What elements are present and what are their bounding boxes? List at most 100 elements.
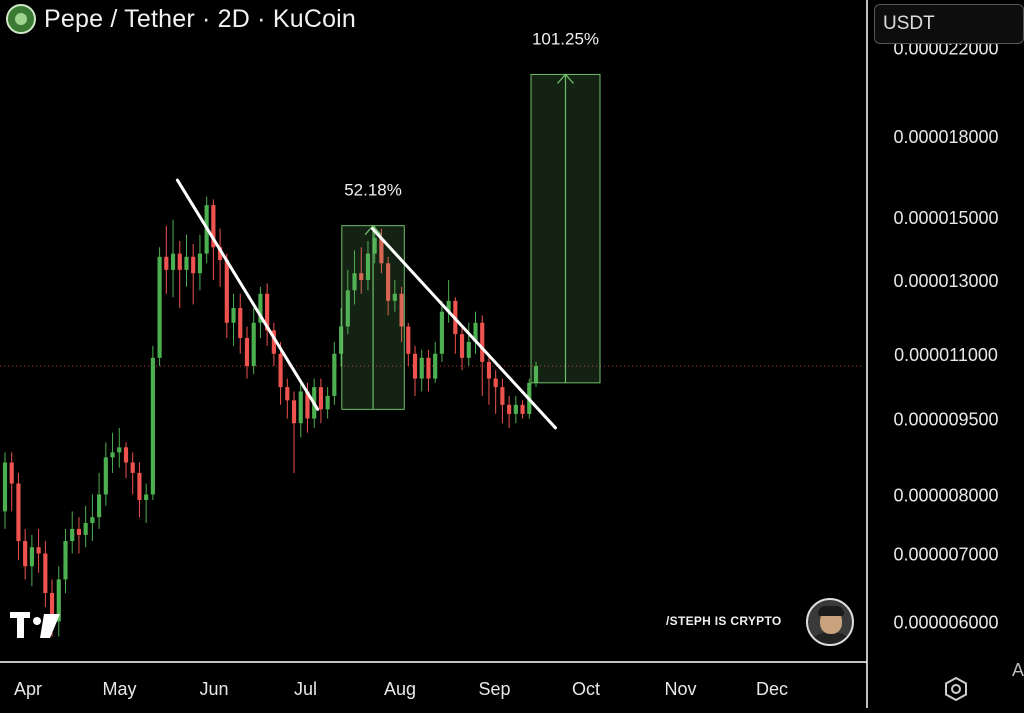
candle-body: [251, 322, 256, 366]
candle-body: [164, 256, 169, 270]
time-axis[interactable]: Apr May Jun Jul Aug Sep Oct Nov Dec: [14, 679, 788, 699]
candle-body: [513, 404, 518, 414]
price-tick-label: 0.000008000: [893, 485, 998, 505]
candle-body: [359, 273, 364, 280]
candle-body: [70, 528, 75, 542]
candle-body: [533, 365, 539, 383]
candle-body: [298, 391, 303, 424]
measure-arrow-head: [557, 73, 574, 84]
trendline[interactable]: [175, 178, 320, 411]
candle-body: [265, 293, 270, 331]
candle-body: [170, 253, 176, 270]
measure-percent-label: 101.25%: [532, 29, 599, 48]
candle-body: [365, 253, 371, 280]
candle-body: [97, 494, 102, 518]
candle-body: [177, 253, 182, 270]
price-tick-label: 0.000015000: [893, 208, 998, 228]
candle-series: [0, 196, 864, 637]
currency-selector[interactable]: USDT: [874, 4, 1024, 44]
price-axis[interactable]: 0.0000220000.0000180000.0000150000.00001…: [893, 39, 998, 633]
trendline[interactable]: [371, 227, 558, 430]
candle-body: [144, 494, 149, 501]
price-tick-label: 0.000006000: [893, 613, 998, 633]
candle-body: [63, 541, 68, 580]
candle-body: [184, 256, 189, 270]
measure-tools[interactable]: 52.18% 101.25%: [341, 29, 601, 410]
candle-body: [238, 308, 243, 338]
candle-body: [399, 293, 404, 327]
candle-body: [473, 322, 478, 342]
time-tick-label: Sep: [479, 679, 511, 699]
time-tick-label: Oct: [572, 679, 600, 699]
symbol-header: Pepe / Tether · 2D · KuCoin: [6, 4, 356, 34]
candle-body: [446, 300, 451, 312]
candle-body: [520, 404, 525, 414]
candle-body: [83, 522, 88, 535]
candle-body: [197, 253, 203, 274]
measure-percent-label: 52.18%: [344, 181, 402, 200]
price-tick-label: 0.000013000: [893, 271, 998, 291]
candle-body: [211, 205, 216, 248]
candle-body: [43, 553, 48, 594]
candle-body: [345, 290, 350, 327]
candle-body: [392, 293, 397, 301]
candle-body: [76, 528, 82, 535]
candle-body: [493, 378, 498, 388]
candle-body: [90, 517, 95, 523]
candle-body: [110, 452, 115, 458]
candle-body: [338, 326, 344, 354]
trendline-group[interactable]: [175, 178, 558, 430]
price-tick-label: 0.000009500: [893, 410, 998, 430]
candle-body: [318, 387, 323, 410]
time-tick-label: Aug: [384, 679, 416, 699]
candle-body: [433, 353, 438, 379]
candle-body: [291, 400, 297, 424]
price-tick-label: 0.000011000: [894, 345, 998, 365]
candle-body: [103, 457, 108, 495]
hexagon-settings-icon[interactable]: [943, 676, 969, 702]
candle-body: [406, 326, 411, 354]
time-tick-label: Nov: [665, 679, 697, 699]
candle-body: [2, 462, 8, 512]
pepe-coin-icon[interactable]: [6, 4, 36, 34]
candle-body: [123, 447, 129, 463]
watermark-credit: /STEPH IS CRYPTO: [666, 614, 782, 628]
candle-body: [412, 353, 418, 379]
candle-body: [29, 547, 34, 567]
candle-body: [56, 579, 61, 622]
candle-body: [419, 357, 424, 379]
candle-body: [16, 483, 21, 542]
candle-body: [439, 311, 444, 354]
candle-body: [9, 462, 14, 484]
candle-body: [426, 357, 431, 379]
candle-body: [325, 395, 330, 410]
candle-body: [332, 353, 337, 396]
candle-body: [231, 308, 236, 323]
candle-body: [352, 273, 357, 291]
candle-body: [285, 387, 290, 401]
measure-arrow-head: [364, 224, 382, 236]
candle-body: [130, 462, 135, 473]
candle-body: [271, 330, 276, 354]
candle-body: [459, 334, 465, 358]
candle-body: [117, 447, 122, 453]
candle-body: [36, 547, 41, 554]
cutoff-label: A: [1012, 660, 1024, 680]
candle-body: [386, 263, 391, 301]
candle-body: [157, 256, 162, 358]
time-tick-label: Apr: [14, 679, 42, 699]
candle-body: [278, 353, 283, 388]
candle-body: [372, 237, 377, 254]
tradingview-logo-icon: [10, 612, 60, 638]
chart-title: Pepe / Tether · 2D · KuCoin: [44, 4, 357, 33]
time-tick-label: Jul: [294, 679, 317, 699]
price-tick-label: 0.000018000: [893, 127, 998, 147]
candle-body: [480, 322, 485, 362]
time-tick-label: Jun: [199, 679, 228, 699]
candle-body: [23, 541, 28, 567]
candle-body: [224, 260, 229, 323]
time-tick-label: Dec: [756, 679, 788, 699]
